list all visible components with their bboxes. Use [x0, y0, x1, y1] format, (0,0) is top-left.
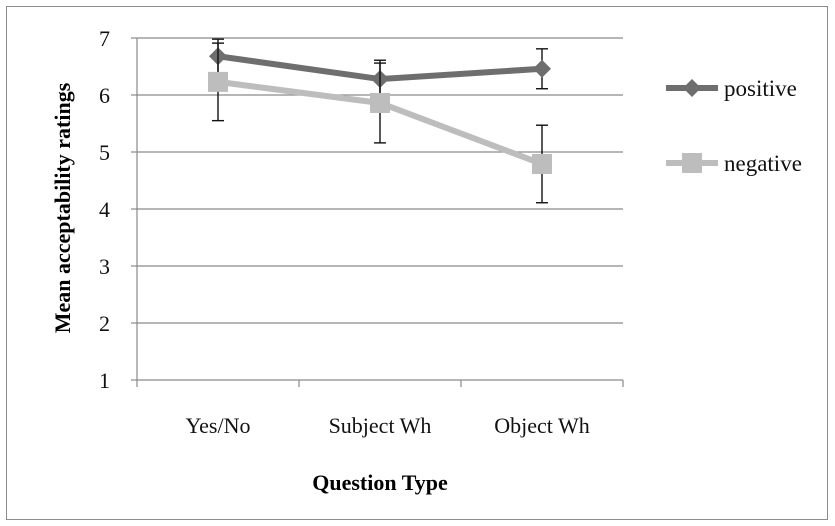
x-tick-label: Object Wh [494, 413, 590, 438]
legend-label: positive [724, 76, 797, 101]
markers-negative [208, 42, 552, 204]
y-tick-label: 3 [99, 254, 110, 279]
y-tick-label: 5 [99, 140, 110, 165]
legend-marker [683, 79, 701, 97]
data-point [370, 92, 390, 113]
y-tick-label: 6 [99, 83, 110, 108]
y-tick-label: 1 [99, 368, 110, 393]
data-point [532, 153, 552, 174]
legend-label: negative [724, 151, 802, 176]
legend-marker [682, 153, 702, 173]
y-axis-title: Mean acceptability ratings [50, 82, 75, 333]
x-tick-label: Yes/No [185, 413, 250, 438]
x-tick-label: Subject Wh [329, 413, 432, 438]
axes: 1 2 3 4 5 6 7 Yes/No Subject Wh Object Wh [99, 26, 624, 438]
legend-item-positive: positive [666, 76, 797, 101]
y-tick-label: 2 [99, 311, 110, 336]
data-point [208, 71, 228, 92]
legend-item-negative: negative [666, 151, 802, 176]
y-tick-label: 4 [99, 197, 110, 222]
legend: positive negative [666, 76, 802, 176]
y-tick-label: 7 [99, 26, 110, 51]
series-group [208, 38, 552, 204]
data-point [533, 59, 551, 78]
x-axis-title: Question Type [312, 470, 448, 495]
